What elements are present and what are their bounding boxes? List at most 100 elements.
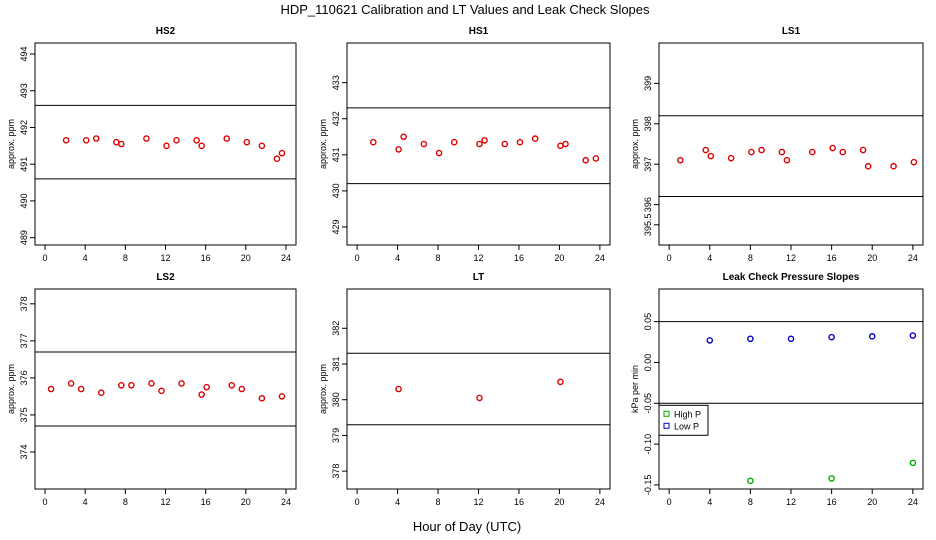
data-point (531, 135, 539, 142)
data-point (47, 385, 55, 393)
data-point (77, 385, 85, 393)
data-point (868, 333, 876, 340)
x-tick-label: 8 (748, 253, 753, 263)
data-point (228, 381, 236, 389)
chart-panel-2: HS1 approx. ppm 0 4 8 12 16 20 24 429 430 431 432 433 (318, 26, 611, 263)
data-point (369, 138, 377, 146)
y-tick-label: 494 (19, 47, 29, 62)
data-point (178, 380, 185, 387)
y-tick-label: 431 (331, 147, 341, 162)
y-tick-label: 375 (19, 407, 29, 422)
chart-panel-5: LT approx. ppm 0 4 8 12 16 20 24 378 379 380 381 382 (318, 272, 611, 507)
data-point (143, 135, 150, 142)
x-tick-label: 24 (281, 497, 291, 507)
legend-box (658, 404, 709, 436)
data-point (273, 155, 281, 162)
x-tick-label: 24 (908, 253, 918, 263)
x-tick-label: 16 (514, 497, 524, 507)
chart-panel-6: Leak Check Pressure Slopes kPa per min 0 4 8… (630, 272, 924, 507)
x-tick-label: 24 (908, 497, 918, 507)
y-tick-label: 430 (331, 183, 341, 198)
data-point (198, 391, 205, 398)
x-tick-label: 16 (827, 497, 837, 507)
data-point (148, 380, 155, 387)
series-values (47, 380, 286, 402)
y-tick-label: 489 (19, 230, 29, 245)
series-values (677, 144, 918, 170)
data-point (238, 385, 246, 393)
x-tick-label: 8 (436, 253, 441, 263)
x-tick-label: 12 (473, 253, 483, 263)
data-point (839, 148, 847, 156)
y-tick-label: 429 (331, 219, 341, 234)
data-point (864, 162, 872, 170)
chart-panel-3: LS1 approx. ppm 0 4 8 12 16 20 24 395.5 396 397 398 3… (630, 26, 924, 263)
x-tick-label: 8 (123, 253, 128, 263)
legend-label: High P (674, 409, 701, 419)
y-axis-label: approx. ppm (318, 119, 328, 169)
y-tick-label: 491 (19, 157, 29, 172)
data-point (562, 140, 569, 148)
y-tick-label: 432 (331, 111, 341, 126)
data-point (258, 142, 266, 150)
data-point (420, 140, 428, 148)
legend-label: Low P (674, 421, 699, 431)
data-point (92, 135, 100, 142)
x-tick-label: 20 (554, 253, 564, 263)
panel-title: LS2 (156, 272, 175, 283)
y-tick-label: 0.00 (643, 354, 653, 372)
x-tick-label: 0 (667, 497, 672, 507)
x-tick-label: 12 (160, 497, 170, 507)
data-point (400, 133, 407, 141)
y-tick-label: 398 (643, 116, 653, 131)
x-tick-label: 20 (554, 497, 564, 507)
data-point (82, 137, 90, 144)
data-point (758, 146, 765, 154)
legend: High P Low P (658, 404, 709, 436)
data-point (450, 138, 458, 146)
data-point (203, 383, 210, 391)
plot-frame (34, 288, 297, 490)
series-low-p (706, 332, 917, 344)
data-point (748, 148, 755, 156)
figure-title: HDP_110621 Calibration and LT Values and… (280, 2, 650, 17)
data-point (173, 137, 180, 144)
y-axis-label: approx. ppm (6, 119, 16, 169)
data-point (158, 387, 165, 395)
panel-title: Leak Check Pressure Slopes (723, 272, 860, 283)
data-point (278, 149, 286, 157)
y-tick-label: 381 (331, 356, 341, 371)
x-tick-label: 16 (201, 253, 211, 263)
x-tick-label: 8 (436, 497, 441, 507)
x-tick-label: 20 (867, 497, 877, 507)
panel-title: LS1 (782, 26, 801, 37)
x-tick-label: 8 (123, 497, 128, 507)
y-tick-label: 380 (331, 392, 341, 407)
x-tick-label: 0 (667, 253, 672, 263)
data-point (258, 394, 266, 402)
x-tick-label: 12 (786, 497, 796, 507)
x-tick-label: 24 (595, 253, 605, 263)
x-tick-label: 0 (43, 253, 48, 263)
panel-title: HS2 (156, 26, 176, 37)
data-point (910, 158, 918, 166)
plot-frame (346, 288, 611, 490)
x-tick-label: 20 (241, 497, 251, 507)
x-tick-label: 0 (43, 497, 48, 507)
data-point (702, 146, 710, 154)
data-point (582, 156, 590, 164)
y-axis-label: approx. ppm (318, 364, 328, 414)
data-point (727, 154, 735, 162)
series-values (369, 133, 600, 164)
data-point (278, 393, 286, 400)
data-point (592, 155, 600, 162)
x-tick-label: 20 (241, 253, 251, 263)
x-tick-label: 0 (355, 497, 360, 507)
x-axis-label: Hour of Day (UTC) (413, 519, 521, 534)
y-tick-label: 378 (19, 296, 29, 311)
data-point (828, 475, 835, 482)
x-tick-label: 16 (827, 253, 837, 263)
series-high-p (747, 459, 917, 485)
y-tick-label: -0.05 (643, 393, 653, 414)
